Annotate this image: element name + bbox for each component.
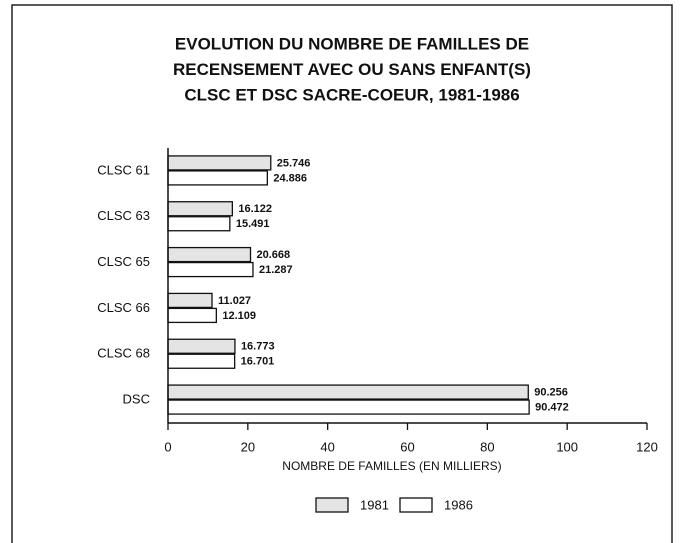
value-label: 25.746: [277, 157, 311, 169]
value-label: 20.668: [256, 249, 290, 261]
value-label: 90.256: [534, 386, 568, 398]
frame: [11, 4, 673, 543]
chart-title: RECENSEMENT AVEC OU SANS ENFANT(S): [173, 60, 531, 79]
chart-title: EVOLUTION DU NOMBRE DE FAMILLES DE: [175, 34, 529, 53]
value-label: 11.027: [218, 295, 251, 307]
legend-label: 1986: [444, 497, 473, 512]
bar: [167, 307, 217, 324]
x-tick-label: 0: [164, 439, 171, 454]
value-label: 21.287: [259, 264, 293, 276]
category-label: CLSC 68: [97, 346, 150, 361]
category-label: CLSC 66: [97, 300, 150, 315]
value-label: 16.122: [238, 203, 272, 215]
bar: [167, 384, 529, 400]
chart-title: CLSC ET DSC SACRE-COEUR, 1981-1986: [184, 85, 519, 104]
value-label: 12.109: [222, 310, 256, 322]
bar: [167, 201, 234, 217]
value-label: 24.886: [273, 172, 307, 184]
x-tick-label: 40: [320, 439, 334, 454]
legend-label: 1981: [360, 497, 389, 512]
bar: [167, 399, 530, 415]
x-tick-label: 100: [556, 439, 578, 454]
value-label: 15.491: [236, 218, 270, 230]
legend-swatch: [399, 497, 433, 513]
bar: [167, 292, 213, 309]
bar: [167, 246, 252, 263]
category-label: DSC: [123, 392, 150, 407]
bar: [167, 170, 268, 186]
category-label: CLSC 63: [97, 208, 150, 223]
value-label: 90.472: [535, 401, 569, 413]
x-tick-label: 80: [480, 439, 494, 454]
bar: [167, 261, 254, 278]
x-tick-label: 120: [636, 439, 658, 454]
bar: [167, 216, 231, 232]
value-label: 16.773: [241, 341, 275, 353]
bar: [167, 155, 272, 171]
legend-swatch: [315, 497, 349, 513]
category-label: CLSC 65: [97, 254, 150, 269]
x-tick-label: 20: [241, 439, 255, 454]
value-label: 16.701: [241, 356, 275, 368]
category-label: CLSC 61: [97, 162, 150, 177]
bar: [167, 353, 236, 369]
x-tick-label: 60: [400, 439, 414, 454]
bar: [167, 338, 236, 354]
x-axis-title: NOMBRE DE FAMILLES (EN MILLIERS): [282, 459, 501, 473]
